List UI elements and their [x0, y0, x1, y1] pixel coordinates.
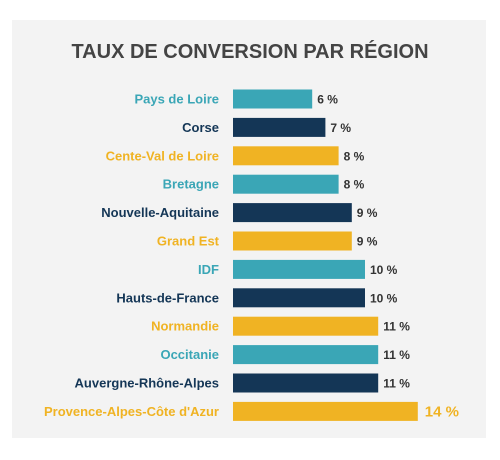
bar	[233, 174, 339, 194]
value-label: 11 %	[383, 320, 410, 334]
value-label: 9 %	[357, 235, 378, 249]
bar	[233, 89, 313, 109]
bar	[233, 117, 326, 137]
value-label: 8 %	[344, 149, 365, 163]
category-label: Cente-Val de Loire	[106, 148, 219, 163]
value-label: 11 %	[383, 348, 410, 362]
value-label: 8 %	[344, 178, 365, 192]
bar	[233, 203, 352, 223]
bar	[233, 316, 379, 336]
category-label: Auvergne-Rhône-Alpes	[75, 376, 219, 391]
category-label: Normandie	[151, 319, 219, 334]
bar	[233, 401, 418, 421]
category-label: Hauts-de-France	[116, 290, 219, 305]
value-label: 11 %	[383, 377, 410, 391]
bar	[233, 373, 379, 393]
category-label: Grand Est	[157, 234, 220, 249]
category-label: Pays de Loire	[134, 92, 219, 107]
bar	[233, 259, 365, 279]
value-label: 10 %	[370, 291, 398, 305]
value-label: 14 %	[425, 403, 459, 420]
bar	[233, 288, 365, 308]
bar	[233, 231, 352, 251]
category-label: Provence-Alpes-Côte d'Azur	[44, 404, 219, 419]
value-label: 7 %	[330, 121, 351, 135]
category-label: IDF	[198, 262, 219, 277]
category-label: Corse	[182, 120, 219, 135]
bar	[233, 146, 339, 166]
value-label: 9 %	[357, 206, 378, 220]
chart-title: TAUX DE CONVERSION PAR RÉGION	[71, 40, 428, 63]
category-label: Bretagne	[163, 177, 219, 192]
category-label: Nouvelle-Aquitaine	[101, 205, 219, 220]
value-label: 10 %	[370, 263, 398, 277]
category-label: Occitanie	[160, 347, 219, 362]
bars-group: Pays de Loire 6 % Corse 7 % Cente-Val de Loi…	[44, 89, 459, 421]
bar	[233, 345, 379, 365]
value-label: 6 %	[317, 93, 338, 107]
